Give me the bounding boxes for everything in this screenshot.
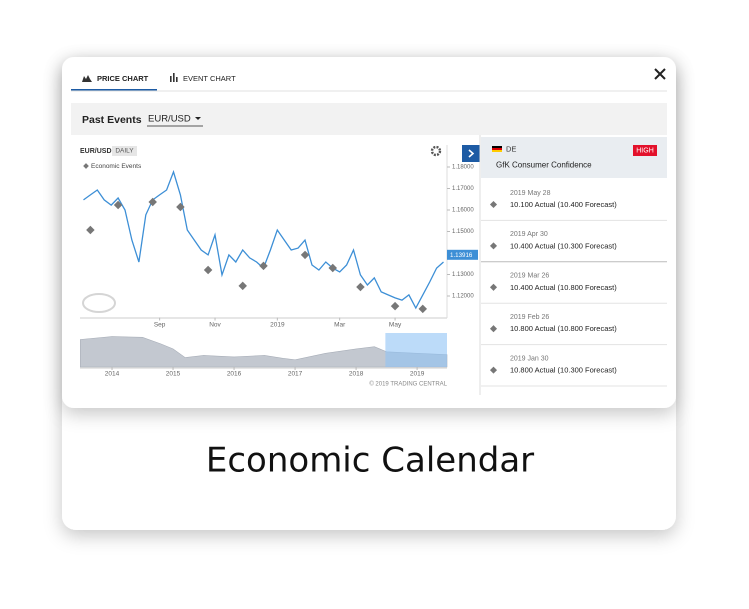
tab-icon <box>170 76 172 82</box>
event-marker <box>300 250 310 260</box>
close-button[interactable] <box>654 68 666 80</box>
expand-button[interactable] <box>462 145 480 162</box>
period-label: DAILY <box>115 148 134 155</box>
credit: © 2019 TRADING CENTRAL <box>369 381 447 388</box>
history-marker <box>489 283 498 291</box>
toolbar <box>71 103 667 135</box>
charts: 1.180001.170001.160001.150001.140001.130… <box>80 165 478 378</box>
tab-label: PRICE CHART <box>97 74 149 83</box>
expand-bg <box>462 145 480 162</box>
x-tick-label: Sep <box>154 322 166 329</box>
x-tick-label: May <box>389 322 402 329</box>
y-tick-label: 1.16000 <box>452 208 474 214</box>
tab-icon <box>173 73 175 82</box>
importance-badge <box>633 145 657 156</box>
event-marker <box>176 202 185 212</box>
event-marker <box>418 304 428 314</box>
caption: Economic Calendar <box>206 441 534 481</box>
symbol-dropdown[interactable]: EUR/USD <box>147 114 203 127</box>
history-date: 2019 Apr 30 <box>510 231 548 238</box>
event-marker <box>328 263 337 273</box>
tab-event-chart[interactable]: EVENT CHART <box>170 73 236 83</box>
importance-label: HIGH <box>636 148 654 155</box>
history-date: 2019 Feb 26 <box>510 314 549 321</box>
event-marker <box>203 265 213 275</box>
history-date: 2019 Jan 30 <box>510 355 549 362</box>
event-marker <box>86 225 95 235</box>
history-date: 2019 May 28 <box>510 190 551 197</box>
history-marker <box>489 200 498 209</box>
y-tick-label: 1.15000 <box>452 229 474 235</box>
flag-stripe <box>492 150 502 152</box>
history-result: 10.400 Actual (10.800 Forecast) <box>510 283 617 292</box>
x-tick-label: Mar <box>334 322 346 329</box>
y-tick-label: 1.18000 <box>452 165 474 171</box>
watermark <box>82 293 116 313</box>
x-tick-label: 2018 <box>349 371 364 378</box>
navigator-selection <box>385 333 447 367</box>
event-marker <box>356 282 365 292</box>
history-row: 2019 May 28 10.100 Actual (10.400 Forecas… <box>481 190 667 221</box>
legend-marker <box>83 163 89 169</box>
history-row: 2019 Apr 30 10.400 Actual (10.300 Forecas… <box>481 231 667 263</box>
y-tick-label: 1.17000 <box>452 186 474 192</box>
flag-stripe <box>492 148 502 150</box>
event-header <box>481 137 667 178</box>
toolbar-title: Past Events <box>82 114 142 126</box>
history-marker <box>489 325 498 333</box>
history-result: 10.100 Actual (10.400 Forecast) <box>510 200 617 209</box>
legend-label: Economic Events <box>91 163 142 170</box>
event-marker <box>390 301 400 311</box>
last-price-label: 1.13916 <box>450 252 473 259</box>
x-tick-label: 2016 <box>227 371 242 378</box>
event-marker <box>238 281 247 291</box>
history-row: 2019 Jan 30 10.800 Actual (10.300 Forecas… <box>481 355 667 387</box>
y-tick-label: 1.13000 <box>452 272 474 278</box>
period-badge <box>112 146 137 156</box>
close-icon <box>654 68 666 80</box>
event-marker <box>113 200 123 210</box>
last-price-tag <box>447 249 478 260</box>
expand-icon <box>468 149 475 158</box>
history-date: 2019 Mar 26 <box>510 273 549 280</box>
symbol-value: EUR/USD <box>148 114 191 125</box>
history-marker <box>489 242 498 250</box>
tab-underline <box>71 89 157 91</box>
screenshot: PRICE CHART EVENT CHART Past Events EUR/… <box>71 68 667 395</box>
history-marker <box>489 366 498 374</box>
tab-icon <box>176 77 178 82</box>
history-result: 10.400 Actual (10.300 Forecast) <box>510 241 617 250</box>
event-title: GfK Consumer Confidence <box>496 161 592 170</box>
tab-price-chart[interactable]: PRICE CHART <box>82 74 149 83</box>
tab-icon <box>82 75 92 82</box>
history-result: 10.800 Actual (10.800 Forecast) <box>510 324 617 333</box>
event-marker <box>259 261 268 271</box>
history-result: 10.800 Actual (10.300 Forecast) <box>510 366 617 375</box>
y-tick-label: 1.12000 <box>452 294 474 300</box>
x-tick-label: 2014 <box>105 371 120 378</box>
dropdown-caret <box>195 117 201 120</box>
settings-button[interactable] <box>430 145 442 157</box>
tab-label: EVENT CHART <box>183 74 236 83</box>
x-tick-label: 2019 <box>270 322 285 329</box>
x-tick-label: Nov <box>209 322 221 329</box>
history-row: 2019 Mar 26 10.400 Actual (10.800 Forecas… <box>481 273 667 304</box>
chart-symbol: EUR/USD <box>80 148 112 155</box>
history-row: 2019 Feb 26 10.800 Actual (10.800 Forecas… <box>481 314 667 346</box>
event-marker <box>148 197 157 207</box>
x-tick-label: 2015 <box>166 371 181 378</box>
event-history: 2019 May 28 10.100 Actual (10.400 Forecas… <box>481 190 667 387</box>
x-tick-label: 2019 <box>410 371 425 378</box>
flag-stripe <box>492 146 502 148</box>
x-tick-label: 2017 <box>288 371 303 378</box>
gear-icon <box>430 145 442 157</box>
event-country: DE <box>506 144 516 153</box>
